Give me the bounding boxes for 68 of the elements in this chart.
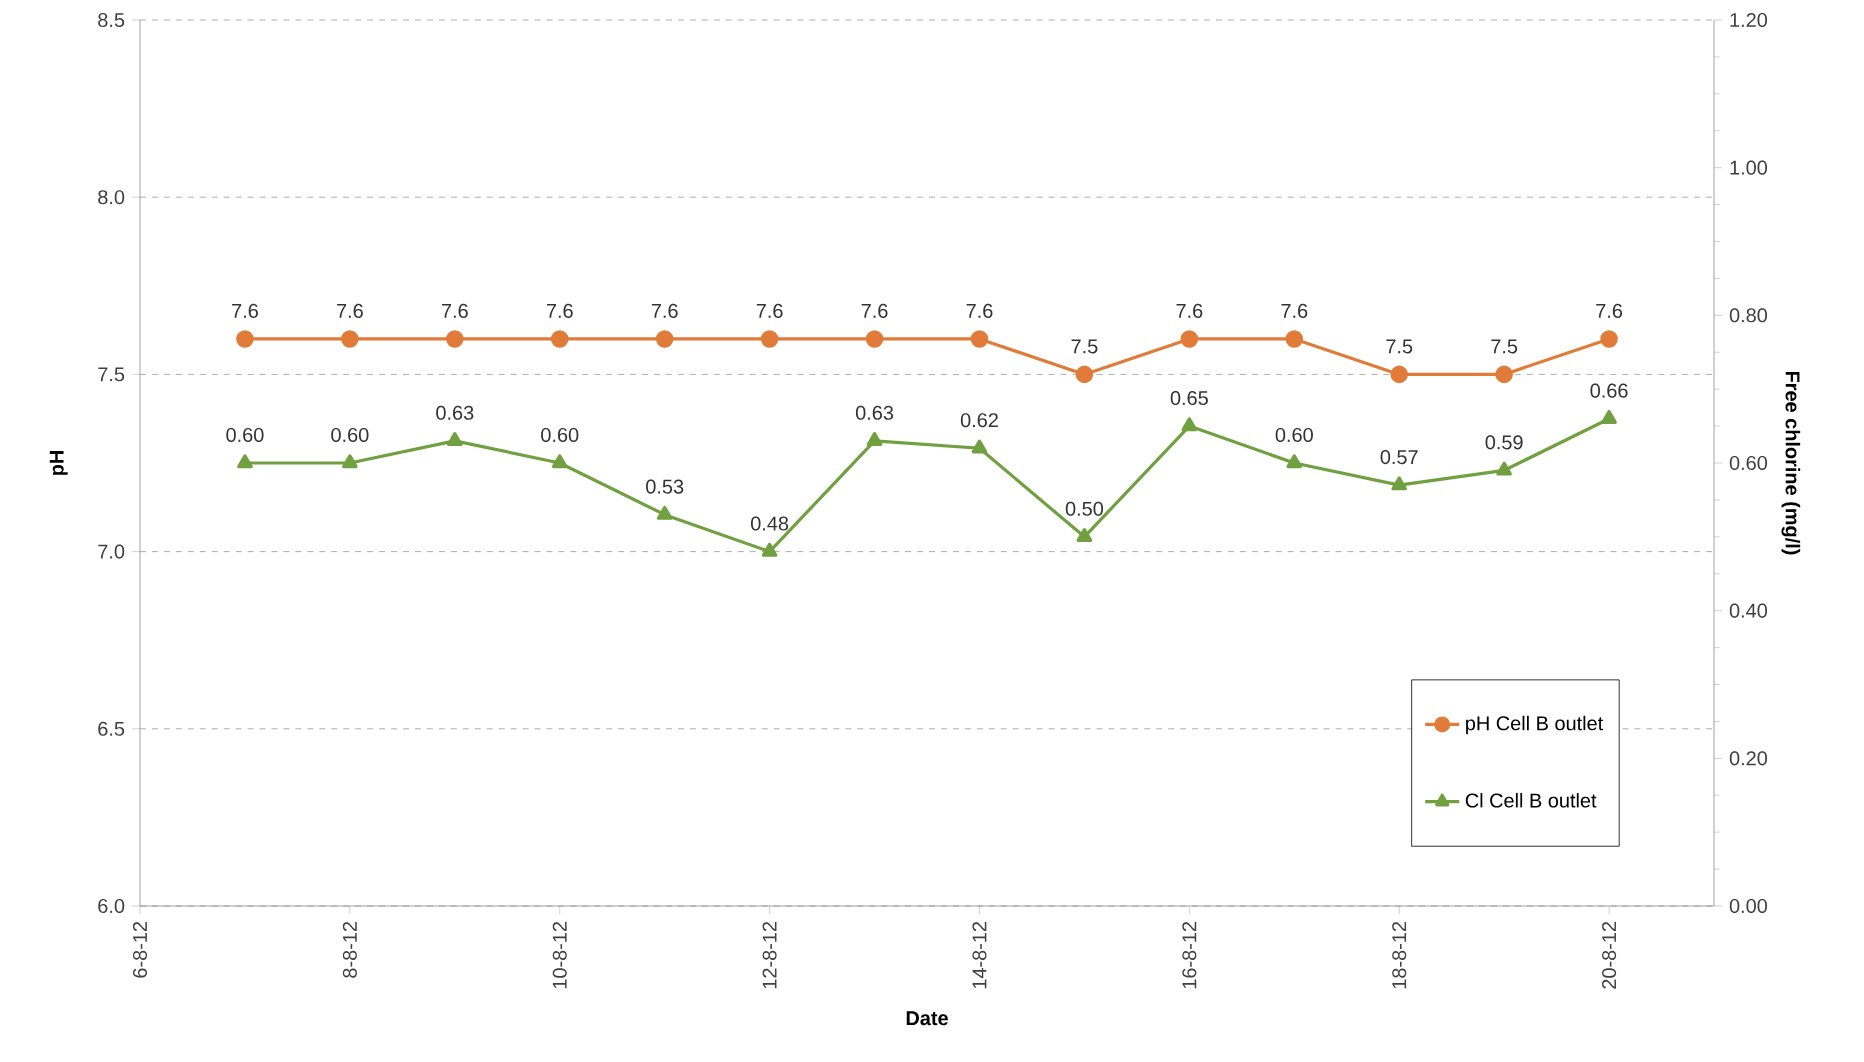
y2-tick-label: 0.80 — [1729, 308, 1768, 323]
data-label: 7.6 — [1596, 303, 1623, 318]
data-label: 0.63 — [436, 405, 474, 420]
data-label: 7.6 — [232, 303, 258, 318]
y2-tick-label: 0.20 — [1729, 751, 1768, 766]
data-label: 0.59 — [1485, 435, 1523, 450]
point — [237, 454, 253, 469]
y-tick-label: 8.0 — [98, 190, 125, 205]
point — [1076, 528, 1093, 543]
data-label: 0.60 — [226, 427, 264, 442]
data-label: 7.6 — [756, 303, 783, 318]
data-label: 7.6 — [1176, 303, 1203, 318]
point — [1286, 454, 1303, 469]
x-axis-title: Date — [906, 1011, 948, 1026]
y2-axis-title: Free chlorine (mg/l) — [1781, 371, 1801, 555]
x-tick-label: 6-8-12 — [132, 922, 148, 978]
data-label: 0.65 — [1170, 390, 1208, 406]
data-label: 0.63 — [855, 405, 894, 420]
point — [866, 432, 883, 447]
legend-label: pH Cell B outlet — [1466, 715, 1604, 735]
data-label: 0.57 — [1380, 450, 1418, 465]
y-tick-label: 7.5 — [98, 367, 125, 382]
data-label: 0.48 — [751, 516, 789, 531]
point — [342, 454, 358, 469]
data-label: 7.5 — [1386, 339, 1413, 354]
data-label: 7.5 — [1071, 339, 1098, 354]
x-tick-label: 10-8-12 — [552, 922, 567, 989]
data-label: 7.6 — [441, 303, 468, 318]
data-label: 7.6 — [546, 303, 573, 318]
y-tick-label: 6.0 — [98, 898, 125, 914]
point — [656, 505, 673, 520]
y2-tick-label: 1.00 — [1730, 160, 1768, 175]
data-label: 0.50 — [1065, 501, 1104, 516]
data-label: 7.6 — [337, 303, 363, 318]
point — [761, 542, 778, 557]
point — [1181, 417, 1198, 432]
y-axis-title: pH — [49, 451, 68, 475]
data-label: 7.6 — [1281, 303, 1308, 318]
y-tick-label: 7.0 — [98, 544, 125, 559]
data-label: 7.6 — [861, 303, 888, 318]
y2-tick-label: 0.60 — [1729, 455, 1768, 471]
x-tick-label: 12-8-12 — [762, 922, 777, 989]
data-label: 7.6 — [651, 303, 678, 318]
point — [446, 432, 463, 447]
y2-tick-label: 0.00 — [1729, 898, 1768, 914]
x-tick-label: 8-8-12 — [342, 922, 357, 978]
y-tick-label: 8.5 — [98, 12, 125, 28]
legend-label: Cl Cell B outlet — [1465, 792, 1597, 808]
data-label: 0.60 — [331, 427, 369, 442]
data-label: 7.5 — [1491, 339, 1518, 354]
point — [1601, 409, 1617, 424]
x-tick-label: 20-8-12 — [1602, 922, 1617, 989]
x-tick-label: 18-8-12 — [1392, 922, 1407, 989]
data-label: 7.6 — [966, 303, 993, 318]
point — [1391, 476, 1408, 491]
data-label: 0.60 — [1275, 427, 1313, 442]
point — [1496, 461, 1512, 476]
x-tick-label: 14-8-12 — [972, 922, 987, 989]
data-label: 0.66 — [1590, 383, 1628, 398]
point — [551, 454, 568, 469]
y2-tick-label: 0.40 — [1729, 603, 1768, 618]
y2-tick-label: 1.20 — [1730, 12, 1768, 28]
point — [971, 439, 988, 454]
x-tick-label: 16-8-12 — [1182, 922, 1197, 989]
data-label: 0.62 — [960, 413, 998, 428]
data-label: 0.60 — [541, 427, 579, 442]
y-tick-label: 6.5 — [98, 721, 125, 736]
data-label: 0.53 — [646, 479, 684, 494]
